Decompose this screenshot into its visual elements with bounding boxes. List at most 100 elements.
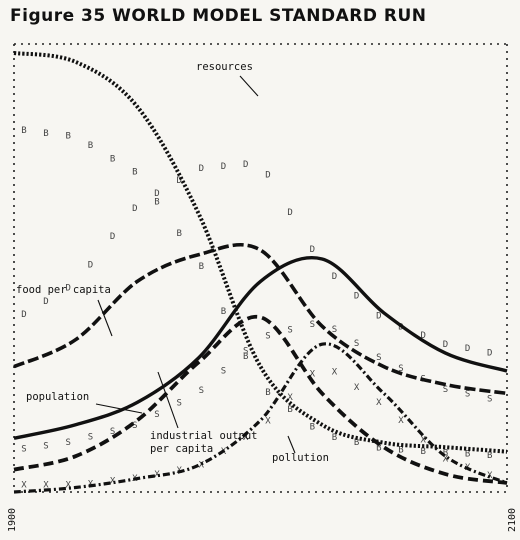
printout-letter-b: B bbox=[154, 197, 159, 207]
x-tick-label-2100: 2100 bbox=[507, 508, 518, 532]
chart-title: Figure 35 WORLD MODEL STANDARD RUN bbox=[10, 6, 427, 26]
printout-letter-s: S bbox=[243, 347, 248, 357]
printout-letter-d: D bbox=[487, 349, 492, 359]
printout-letter-s: S bbox=[487, 394, 492, 404]
series-lines bbox=[13, 51, 508, 494]
series-label-5: pollution bbox=[272, 452, 329, 464]
printout-letter-d: D bbox=[420, 331, 425, 341]
printout-letter-x: X bbox=[43, 481, 49, 491]
series-label-1: resources bbox=[196, 61, 253, 73]
plot-frame bbox=[13, 43, 508, 493]
series-line-5 bbox=[13, 342, 508, 494]
printout-letter-s: S bbox=[43, 441, 48, 451]
printout-letter-d: D bbox=[43, 297, 48, 307]
printout-letter-s: S bbox=[265, 332, 270, 342]
printout-letter-x: X bbox=[243, 433, 249, 443]
printout-letter-b: B bbox=[176, 229, 181, 239]
series-line-2 bbox=[13, 242, 508, 396]
printout-letter-d: D bbox=[199, 164, 204, 174]
printout-letter-b: B bbox=[243, 352, 248, 362]
series-label-4: industrial output per capita bbox=[150, 430, 257, 455]
printout-letter-s: S bbox=[21, 445, 26, 455]
printout-letter-s: S bbox=[176, 399, 181, 409]
printout-letter-x: X bbox=[110, 477, 116, 487]
printout-letter-b: B bbox=[221, 307, 226, 317]
leader-line-4 bbox=[157, 371, 179, 429]
printout-letter-x: X bbox=[65, 481, 71, 491]
printout-letter-d: D bbox=[132, 204, 137, 214]
printout-letter-x: X bbox=[376, 398, 382, 408]
printout-letter-b: B bbox=[132, 168, 137, 178]
leader-line-1 bbox=[239, 75, 259, 97]
printout-letter-s: S bbox=[154, 410, 159, 420]
printout-letter-b: B bbox=[110, 154, 115, 164]
printout-letter-s: S bbox=[65, 438, 70, 448]
series-labels: resources food per capita population indust… bbox=[16, 61, 329, 464]
printout-letter-d: D bbox=[287, 208, 292, 218]
series-line-3 bbox=[13, 256, 508, 440]
leader-line-3 bbox=[95, 403, 143, 414]
printout-letter-s: S bbox=[443, 385, 448, 395]
printout-letter-s: S bbox=[398, 364, 403, 374]
printout-letter-d: D bbox=[354, 292, 359, 302]
printout-letter-marks: B B B B B B B B B B B B B B B B B B B B B B D D D D D D D D D D D D D D D D D D… bbox=[21, 126, 493, 490]
series-line-4 bbox=[13, 314, 508, 485]
printout-letter-d: D bbox=[110, 232, 115, 242]
printout-letter-b: B bbox=[443, 448, 448, 458]
printout-letter-b: B bbox=[332, 433, 337, 443]
printout-letter-x: X bbox=[354, 383, 360, 393]
printout-letter-s: S bbox=[465, 390, 470, 400]
printout-letter-d: D bbox=[332, 272, 337, 282]
printout-letter-b: B bbox=[265, 388, 270, 398]
printout-letter-s: S bbox=[221, 366, 226, 376]
printout-letter-s: S bbox=[110, 427, 115, 437]
axis-tick-labels: 1900 2100 bbox=[7, 508, 518, 532]
label-leader-lines bbox=[95, 75, 296, 454]
printout-letter-d: D bbox=[21, 310, 26, 320]
printout-letter-d: D bbox=[465, 344, 470, 354]
printout-letter-x: X bbox=[420, 435, 426, 445]
printout-letter-b: B bbox=[354, 438, 359, 448]
printout-letter-s: S bbox=[132, 421, 137, 431]
printout-letter-s: S bbox=[88, 433, 93, 443]
printout-letter-s: S bbox=[199, 386, 204, 396]
printout-letter-x: X bbox=[332, 368, 338, 378]
printout-letter-b: B bbox=[398, 446, 403, 456]
printout-letter-x: X bbox=[310, 370, 316, 380]
printout-letter-b: B bbox=[310, 422, 315, 432]
printout-letter-s: S bbox=[310, 320, 315, 330]
series-label-3: population bbox=[26, 391, 89, 403]
printout-letter-d: D bbox=[88, 261, 93, 271]
printout-letter-b: B bbox=[21, 126, 26, 136]
leader-line-5 bbox=[287, 435, 296, 454]
printout-letter-b: B bbox=[88, 141, 93, 151]
printout-letter-d: D bbox=[154, 189, 159, 199]
printout-letter-s: S bbox=[376, 353, 381, 363]
printout-letter-b: B bbox=[43, 129, 48, 139]
series-label-2: food per capita bbox=[16, 284, 111, 296]
printout-letter-b: B bbox=[487, 451, 492, 461]
printout-letter-s: S bbox=[332, 325, 337, 335]
printout-letter-d: D bbox=[221, 162, 226, 172]
printout-letter-d: D bbox=[176, 176, 181, 186]
printout-letter-b: B bbox=[420, 447, 425, 457]
printout-letter-d: D bbox=[376, 311, 381, 321]
printout-letter-x: X bbox=[287, 393, 293, 403]
printout-letter-d: D bbox=[265, 171, 270, 181]
printout-letter-x: X bbox=[154, 470, 160, 480]
printout-letter-d: D bbox=[443, 340, 448, 350]
printout-letter-s: S bbox=[354, 339, 359, 349]
printout-letter-b: B bbox=[376, 443, 381, 453]
printout-letter-x: X bbox=[265, 416, 271, 426]
printout-letter-x: X bbox=[443, 455, 449, 465]
printout-letter-x: X bbox=[21, 481, 27, 491]
series-line-1 bbox=[13, 51, 508, 454]
printout-letter-b: B bbox=[199, 262, 204, 272]
printout-letter-x: X bbox=[199, 461, 205, 471]
printout-letter-b: B bbox=[287, 405, 292, 415]
printout-letter-d: D bbox=[65, 284, 70, 294]
printout-letter-d: D bbox=[310, 245, 315, 255]
printout-letter-b: B bbox=[465, 450, 470, 460]
printout-letter-b: B bbox=[65, 132, 70, 142]
